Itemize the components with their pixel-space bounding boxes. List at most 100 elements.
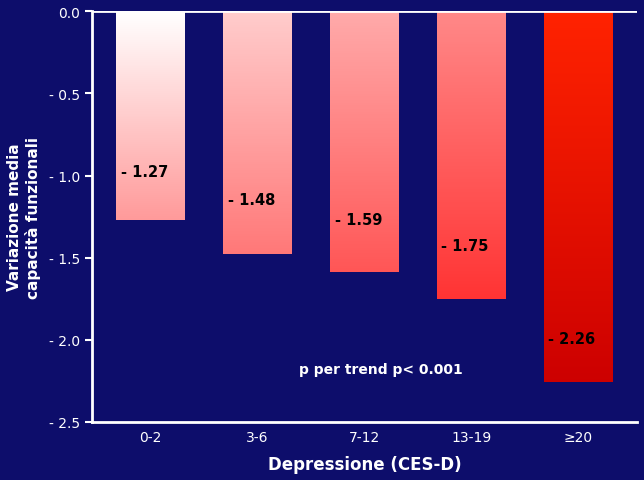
Bar xyxy=(223,64,292,66)
Bar xyxy=(544,138,613,140)
Bar xyxy=(437,145,506,147)
Bar xyxy=(330,261,399,263)
Bar xyxy=(223,232,292,233)
Bar xyxy=(544,73,613,75)
Bar xyxy=(544,277,613,279)
Bar xyxy=(116,34,185,36)
Bar xyxy=(437,38,506,40)
Bar xyxy=(437,197,506,199)
Bar xyxy=(223,113,292,114)
Bar xyxy=(116,68,185,69)
Bar xyxy=(223,108,292,109)
Bar xyxy=(223,175,292,176)
Bar xyxy=(437,30,506,31)
Bar xyxy=(544,158,613,160)
Bar xyxy=(223,212,292,214)
Bar xyxy=(544,288,613,290)
Bar xyxy=(544,182,613,184)
Bar xyxy=(330,58,399,59)
Bar xyxy=(330,146,399,148)
Bar xyxy=(437,90,506,91)
Bar xyxy=(116,55,185,56)
Bar xyxy=(437,33,506,34)
Bar xyxy=(437,48,506,49)
Bar xyxy=(116,62,185,63)
Bar xyxy=(330,243,399,244)
Bar xyxy=(116,57,185,58)
Bar xyxy=(330,83,399,84)
Bar xyxy=(223,237,292,238)
Bar xyxy=(330,91,399,92)
Bar xyxy=(116,38,185,39)
Bar xyxy=(437,129,506,130)
Bar xyxy=(330,115,399,117)
Bar xyxy=(437,123,506,124)
Bar xyxy=(116,164,185,165)
Bar xyxy=(223,166,292,168)
Bar xyxy=(544,225,613,227)
Bar xyxy=(437,49,506,51)
Bar xyxy=(223,202,292,203)
Text: - 1.75: - 1.75 xyxy=(441,239,489,253)
Bar xyxy=(437,97,506,98)
Bar xyxy=(544,203,613,205)
Text: - 1.48: - 1.48 xyxy=(228,192,275,207)
Bar xyxy=(437,58,506,60)
Bar xyxy=(116,80,185,81)
Bar xyxy=(330,221,399,222)
Bar xyxy=(544,157,613,158)
Bar xyxy=(544,57,613,59)
Bar xyxy=(330,139,399,140)
Bar xyxy=(437,193,506,194)
Bar xyxy=(330,18,399,19)
Bar xyxy=(223,158,292,159)
Bar xyxy=(223,211,292,212)
Bar xyxy=(544,134,613,136)
Bar xyxy=(223,230,292,232)
Bar xyxy=(223,147,292,148)
Bar xyxy=(437,174,506,176)
Bar xyxy=(330,145,399,146)
Bar xyxy=(116,135,185,136)
Bar xyxy=(223,129,292,130)
Bar xyxy=(116,105,185,106)
Bar xyxy=(330,50,399,51)
Bar xyxy=(223,26,292,27)
Bar xyxy=(544,120,613,121)
Bar xyxy=(437,276,506,277)
Bar xyxy=(223,78,292,79)
Bar xyxy=(223,51,292,52)
Bar xyxy=(544,186,613,188)
Bar xyxy=(223,136,292,137)
Bar xyxy=(437,134,506,136)
Bar xyxy=(330,165,399,166)
Bar xyxy=(330,266,399,267)
Bar xyxy=(330,68,399,70)
Bar xyxy=(116,101,185,102)
Bar xyxy=(437,269,506,270)
Bar xyxy=(223,135,292,136)
Bar xyxy=(330,133,399,135)
Bar xyxy=(544,164,613,166)
Bar xyxy=(544,175,613,177)
Bar xyxy=(437,71,506,72)
Bar xyxy=(437,204,506,206)
Bar xyxy=(116,15,185,17)
Bar xyxy=(116,134,185,135)
Bar xyxy=(223,177,292,179)
Bar xyxy=(330,93,399,95)
Bar xyxy=(330,20,399,22)
Bar xyxy=(116,190,185,191)
Bar xyxy=(437,186,506,187)
Bar xyxy=(116,93,185,94)
Bar xyxy=(437,46,506,47)
Bar xyxy=(223,176,292,177)
Bar xyxy=(330,117,399,118)
Bar xyxy=(330,264,399,265)
Bar xyxy=(544,205,613,207)
Bar xyxy=(437,267,506,269)
Bar xyxy=(330,126,399,127)
Bar xyxy=(223,98,292,100)
Bar xyxy=(437,273,506,275)
Bar xyxy=(437,207,506,209)
